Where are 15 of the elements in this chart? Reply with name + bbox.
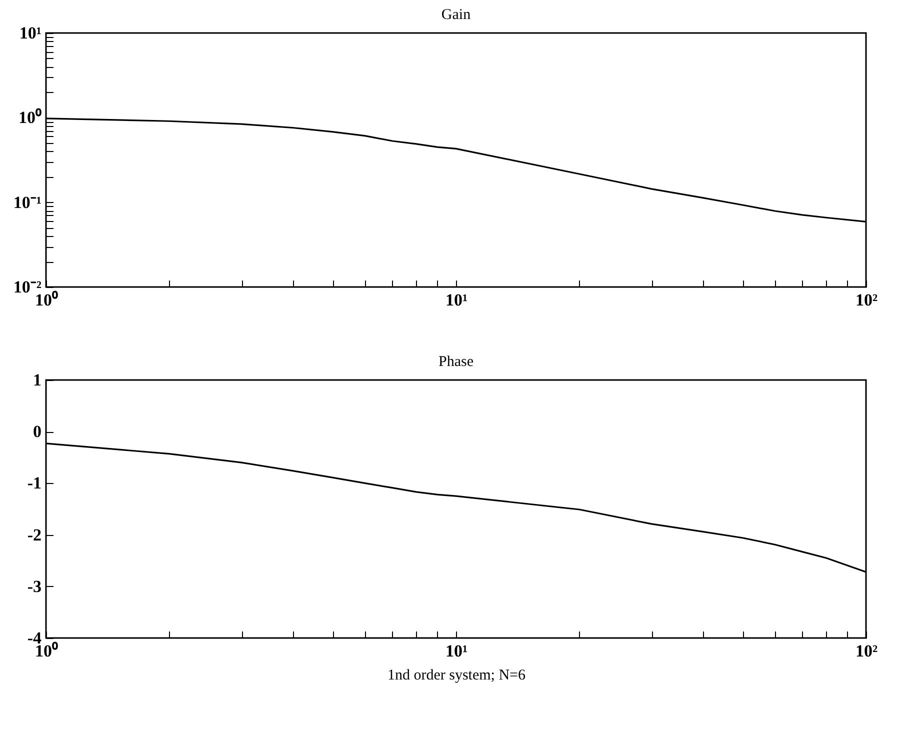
y-tick-label: 1 bbox=[33, 370, 42, 390]
x-tick-label: 10² bbox=[855, 290, 878, 310]
x-axis-title: 1nd order system; N=6 bbox=[387, 668, 526, 684]
y-tick-label: -1 bbox=[27, 474, 42, 493]
chart-title: Phase bbox=[438, 354, 474, 370]
y-tick-label: -2 bbox=[27, 525, 42, 544]
y-tick-label: 10¹ bbox=[19, 24, 42, 42]
y-tick-label: 0 bbox=[33, 422, 42, 442]
x-tick-label: 10¹ bbox=[445, 642, 468, 660]
y-tick-label: 10⁰ bbox=[18, 108, 42, 128]
chart-title: Gain bbox=[441, 7, 472, 23]
x-tick-label: 10² bbox=[855, 642, 878, 660]
y-tick-label: -3 bbox=[27, 576, 42, 596]
x-tick-label: 10¹ bbox=[445, 290, 468, 310]
y-tick-label: 10⁻¹ bbox=[13, 192, 42, 212]
